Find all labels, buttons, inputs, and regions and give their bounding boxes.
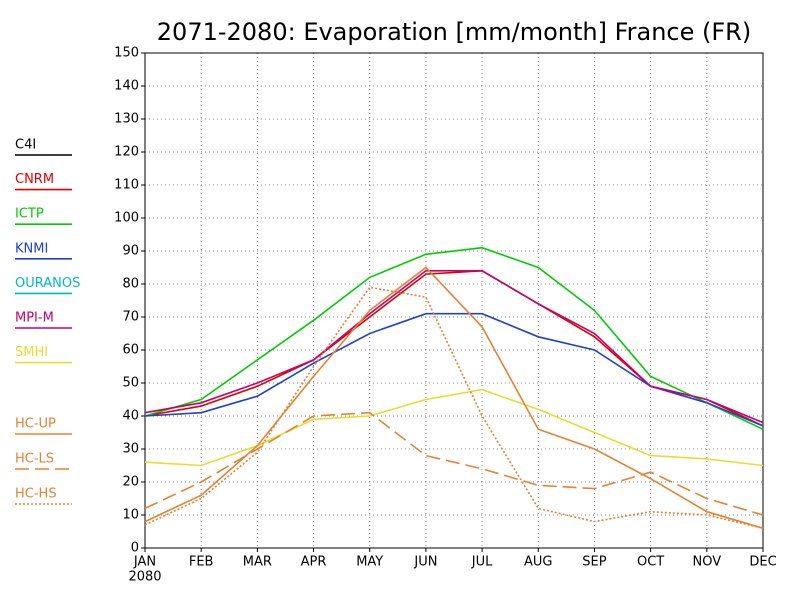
chart-title: 2071-2080: Evaporation [mm/month] France…	[157, 18, 751, 46]
y-tick-label: 0	[131, 541, 139, 556]
x-tick-label: NOV	[693, 555, 722, 570]
y-tick-label: 10	[122, 508, 139, 523]
x-tick-label: MAR	[243, 555, 272, 570]
y-tick-label: 70	[122, 310, 139, 325]
x-year-label: 2080	[128, 570, 161, 585]
legend-label: HC-UP	[15, 417, 56, 432]
x-tick-label: JAN	[133, 555, 156, 570]
series-line	[144, 411, 764, 516]
y-tick-label: 40	[122, 409, 139, 424]
y-tick-label: 100	[114, 211, 139, 226]
x-tick-label: OCT	[637, 555, 664, 570]
x-tick-label: AUG	[524, 555, 552, 570]
y-tick-label: 130	[114, 112, 139, 127]
y-tick-label: 60	[122, 343, 139, 358]
y-tick-label: 110	[114, 178, 139, 193]
x-tick-label: JUL	[471, 555, 493, 570]
y-tick-label: 90	[122, 244, 139, 259]
series-line	[144, 388, 764, 467]
y-tick-label: 50	[122, 376, 139, 391]
series-line	[144, 270, 764, 424]
legend-label: C4I	[15, 138, 36, 153]
y-tick-label: 20	[122, 475, 139, 490]
legend-label: SMHI	[15, 345, 48, 360]
x-tick-label: APR	[301, 555, 327, 570]
legend-label: KNMI	[15, 241, 48, 256]
y-tick-label: 30	[122, 442, 139, 457]
series-line	[144, 286, 764, 529]
legend-label: HC-HS	[15, 487, 57, 502]
series-line	[144, 266, 764, 529]
y-tick-label: 80	[122, 277, 139, 292]
x-tick-label: DEC	[749, 555, 776, 570]
legend-label: MPI-M	[15, 311, 54, 326]
series-line	[144, 246, 764, 430]
legend-label: HC-LS	[15, 452, 54, 467]
x-tick-label: MAY	[356, 555, 383, 570]
x-tick-label: JUN	[413, 555, 437, 570]
y-tick-label: 150	[114, 46, 139, 61]
y-tick-label: 140	[114, 79, 139, 94]
legend-label: OURANOS	[15, 276, 80, 291]
legend-label: ICTP	[15, 207, 44, 222]
x-tick-label: FEB	[189, 555, 214, 570]
plot-frame	[144, 52, 764, 549]
x-tick-label: SEP	[582, 555, 606, 570]
legend-label: CNRM	[15, 172, 54, 187]
y-tick-label: 120	[114, 145, 139, 160]
